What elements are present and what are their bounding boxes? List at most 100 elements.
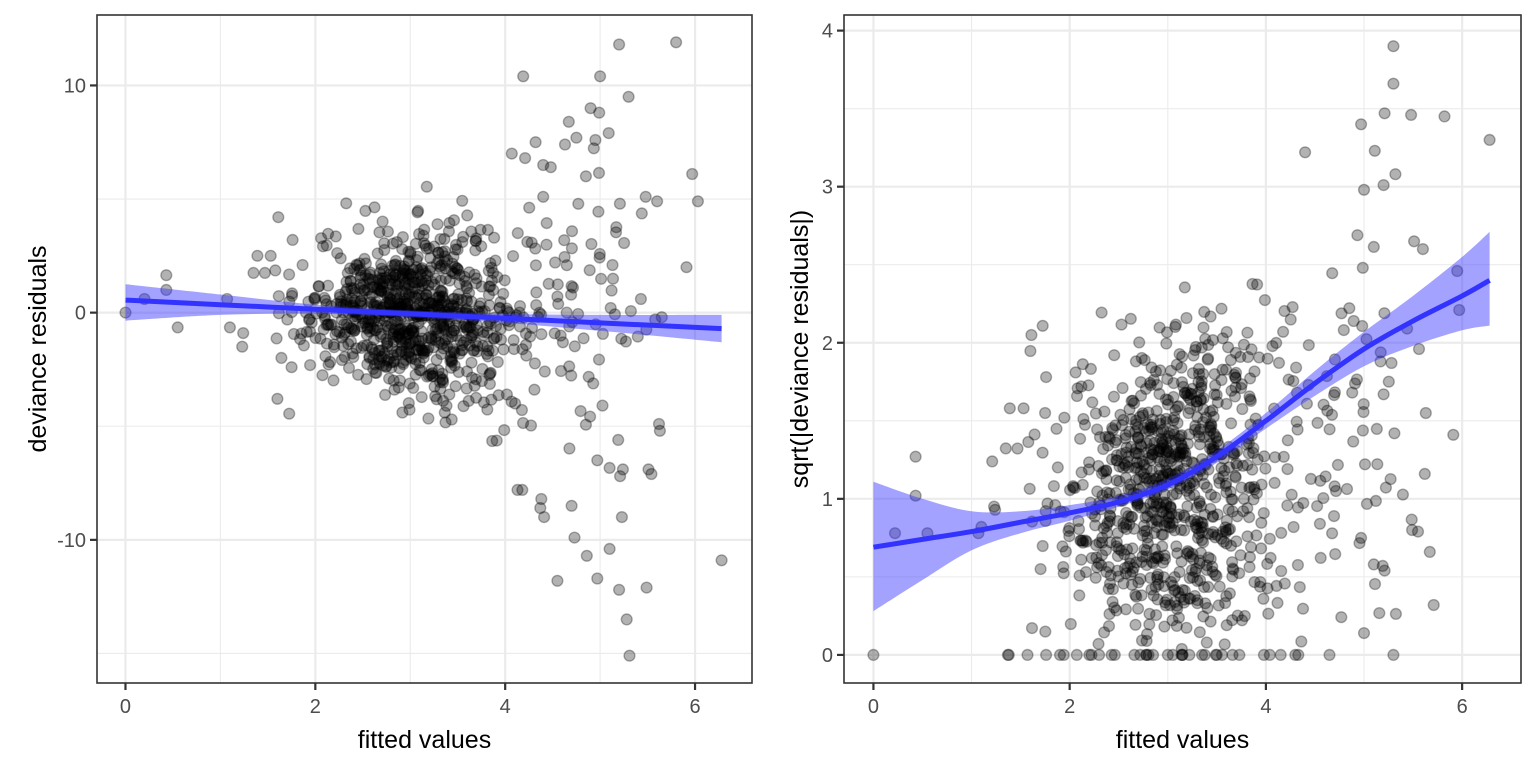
data-point [354, 271, 367, 284]
data-point [368, 201, 381, 214]
data-point [404, 337, 417, 350]
data-point [1149, 365, 1163, 378]
data-point [1175, 361, 1188, 374]
data-point [888, 527, 902, 540]
data-point [421, 269, 434, 282]
data-point [1195, 521, 1208, 534]
data-point [556, 336, 570, 349]
data-point [1160, 593, 1174, 606]
data-point [1231, 609, 1244, 622]
data-point [1360, 497, 1374, 511]
data-point [1126, 510, 1139, 523]
data-point [312, 280, 325, 293]
data-point [487, 284, 500, 297]
data-point [374, 273, 387, 287]
data-point [364, 296, 377, 309]
data-point [491, 270, 504, 284]
data-point [428, 380, 441, 393]
data-point [376, 277, 389, 290]
data-point [521, 235, 534, 249]
data-point [592, 205, 605, 218]
data-point [1130, 473, 1143, 486]
data-point [1194, 423, 1207, 436]
data-point [402, 256, 415, 269]
data-point [602, 127, 615, 140]
data-point [1271, 596, 1284, 610]
data-point [342, 361, 356, 375]
data-point [331, 247, 344, 260]
data-point [417, 229, 430, 242]
data-point [1160, 507, 1173, 520]
data-point [1354, 118, 1368, 131]
data-point [1158, 579, 1171, 593]
data-point [1224, 485, 1237, 498]
data-point [1212, 599, 1225, 612]
data-point [1157, 505, 1170, 518]
data-point [552, 297, 565, 311]
data-point [384, 356, 397, 369]
data-point [1123, 403, 1136, 416]
data-point [481, 223, 495, 237]
data-point [1192, 527, 1206, 540]
data-point [1135, 440, 1148, 453]
data-point [1150, 496, 1164, 509]
data-point [1230, 457, 1243, 470]
data-point [497, 287, 510, 301]
data-point [400, 328, 413, 341]
data-point [1148, 543, 1162, 556]
data-point [1224, 539, 1238, 552]
data-point [1153, 417, 1167, 431]
data-point [1343, 302, 1356, 315]
data-point [1118, 561, 1132, 575]
data-point [1374, 355, 1387, 368]
data-point [258, 266, 272, 280]
data-point [439, 272, 453, 285]
data-point [591, 454, 604, 467]
data-point [1237, 492, 1251, 506]
data-point [463, 286, 476, 300]
data-point [1206, 443, 1219, 456]
data-point [320, 337, 334, 350]
data-point [1100, 473, 1113, 486]
data-point [322, 358, 335, 371]
data-point [447, 343, 460, 356]
data-point [1170, 487, 1183, 500]
data-point [1231, 510, 1244, 523]
data-point [437, 322, 451, 336]
data-point [447, 300, 460, 313]
data-point [402, 350, 415, 363]
data-point [309, 291, 322, 304]
data-point [439, 262, 452, 275]
data-point [305, 316, 318, 329]
data-point [1158, 519, 1171, 532]
data-point [1378, 307, 1391, 320]
data-point [1147, 589, 1160, 602]
data-point [1110, 604, 1123, 617]
data-point [358, 252, 371, 266]
data-point [420, 180, 433, 193]
data-point [1196, 536, 1210, 549]
data-point [1096, 531, 1109, 544]
data-point [1148, 526, 1161, 540]
data-point [1197, 321, 1210, 334]
data-point [1291, 558, 1305, 572]
y-tick-label: 2 [822, 333, 833, 355]
data-point [1268, 451, 1282, 464]
data-point [1216, 332, 1229, 345]
data-point [1298, 146, 1312, 159]
data-point [1220, 619, 1233, 632]
data-point [558, 234, 571, 247]
data-point [1220, 397, 1233, 411]
data-point [1191, 531, 1205, 545]
x-tick-label: 6 [689, 696, 700, 718]
data-point [425, 363, 438, 376]
data-point [1242, 447, 1255, 460]
data-point [389, 254, 403, 268]
smooth-line [873, 278, 1491, 550]
data-point [1164, 575, 1178, 589]
data-point [357, 278, 370, 291]
data-point [354, 282, 367, 295]
data-point [447, 293, 460, 306]
data-point [373, 356, 386, 369]
data-point [1129, 418, 1143, 431]
